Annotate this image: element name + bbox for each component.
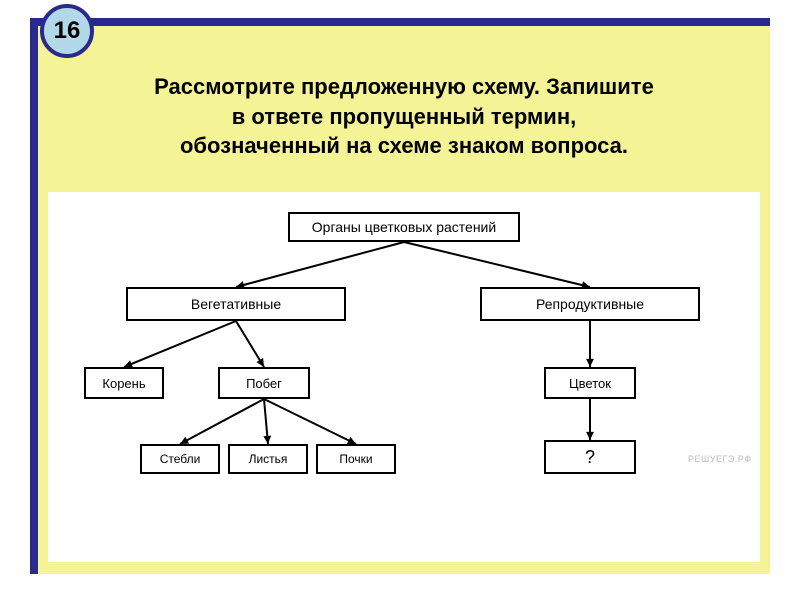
question-line-3: обозначенный на схеме знаком вопроса.	[180, 133, 628, 158]
inner-panel: Рассмотрите предложенную схему. Запишите…	[38, 26, 770, 574]
question-line-2: в ответе пропущенный термин,	[232, 104, 576, 129]
node-qmark: ?	[544, 440, 636, 474]
node-buds: Почки	[316, 444, 396, 474]
node-root2: Корень	[84, 367, 164, 399]
question-line-1: Рассмотрите предложенную схему. Запишите	[154, 74, 654, 99]
watermark: РЕШУЕГЭ.РФ	[688, 454, 752, 464]
slide-number: 16	[54, 20, 81, 42]
outer-frame: Рассмотрите предложенную схему. Запишите…	[30, 18, 770, 574]
node-flower: Цветок	[544, 367, 636, 399]
node-leaves: Листья	[228, 444, 308, 474]
node-stems: Стебли	[140, 444, 220, 474]
node-repr: Репродуктивные	[480, 287, 700, 321]
slide-number-badge: 16	[40, 4, 94, 58]
node-shoot: Побег	[218, 367, 310, 399]
slide: Рассмотрите предложенную схему. Запишите…	[0, 0, 800, 600]
tree-diagram: Органы цветковых растений Вегетативные Реп…	[48, 192, 760, 562]
node-veg: Вегетативные	[126, 287, 346, 321]
question-text: Рассмотрите предложенную схему. Запишите…	[54, 72, 754, 161]
node-root: Органы цветковых растений	[288, 212, 520, 242]
